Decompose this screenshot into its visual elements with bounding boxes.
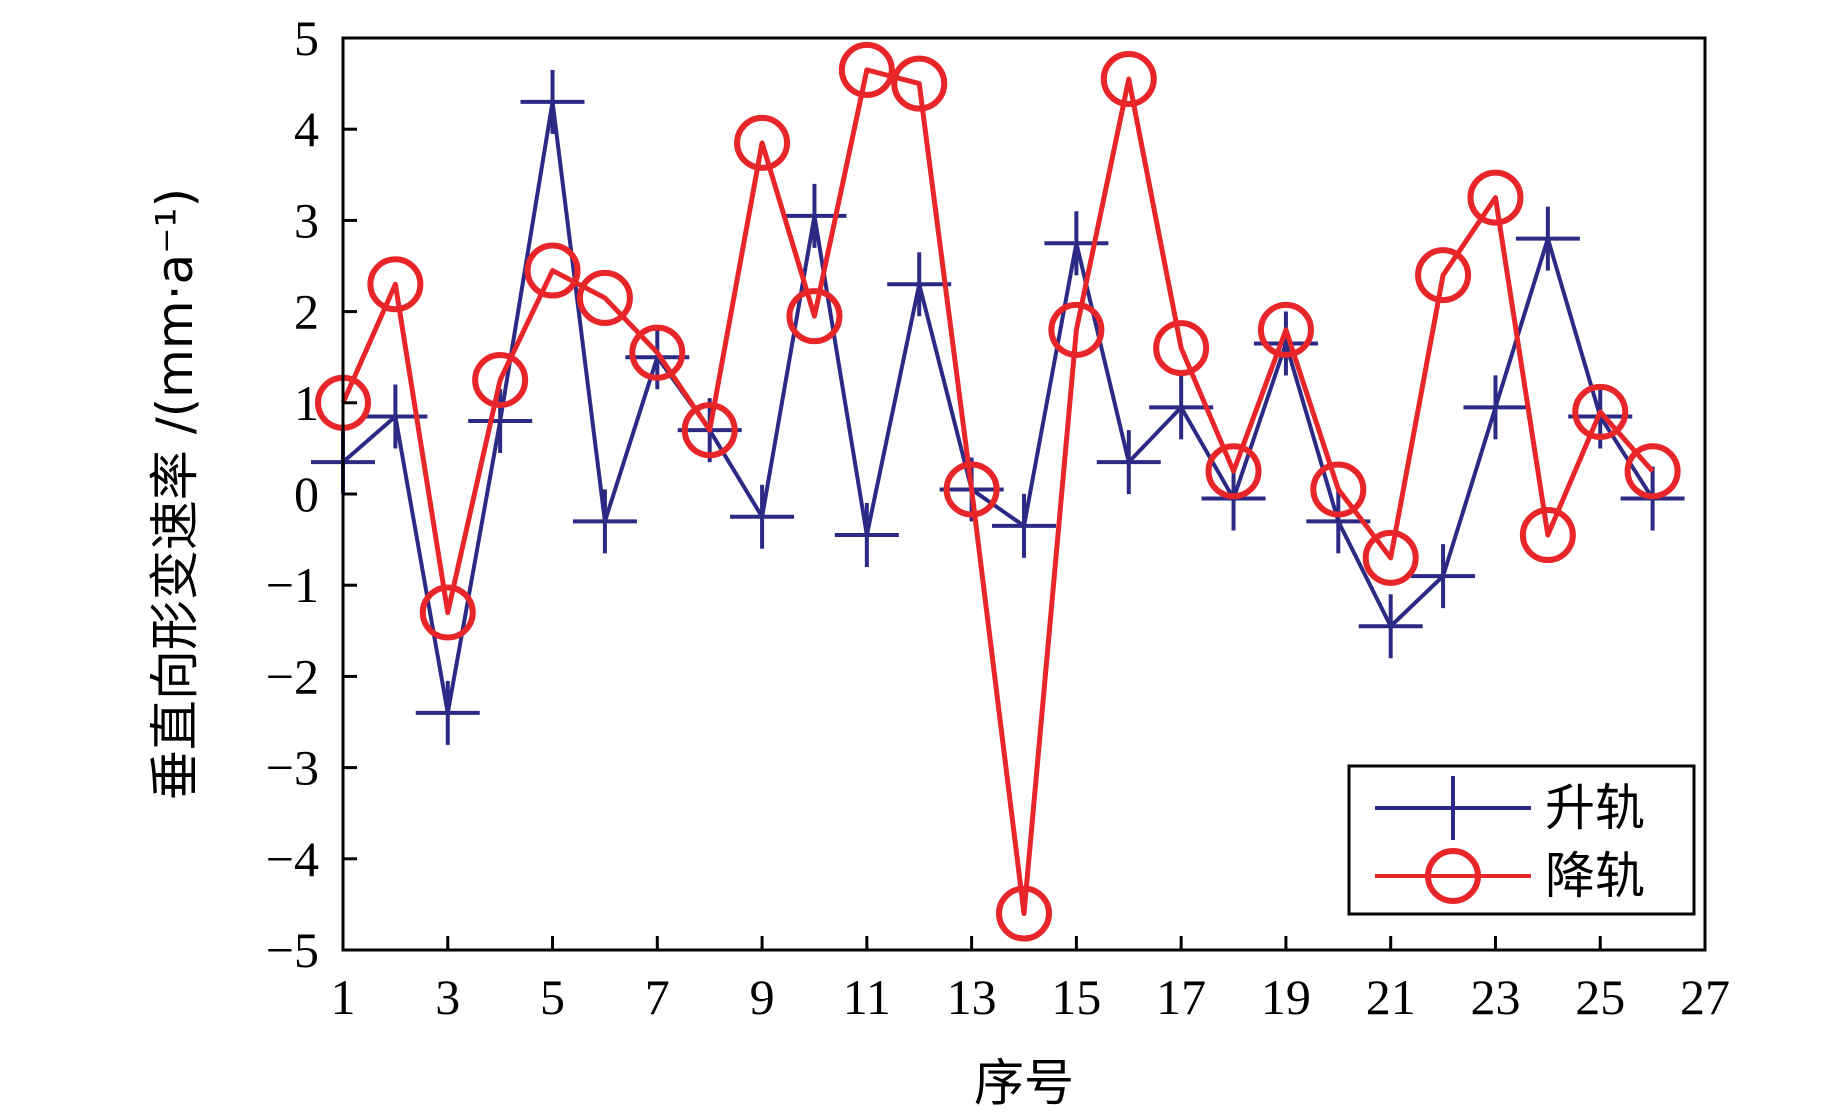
y-tick-label: −5 [266,922,319,978]
y-tick-label: 0 [294,466,319,522]
plus-marker [1044,211,1109,276]
circle-marker [1519,507,1576,564]
circle-marker [786,288,843,345]
series-line [341,99,1655,715]
circle-marker [1205,443,1262,500]
legend-item: 升轨 [1375,776,1645,840]
y-tick-label: −1 [266,557,319,613]
x-tick-label: 13 [947,969,997,1025]
y-tick-label: −3 [266,740,319,796]
circle-marker [1048,301,1105,358]
x-tick-label: 17 [1156,969,1206,1025]
circle-marker [524,242,581,299]
circle-marker [891,55,948,112]
circle-marker [681,402,738,459]
circle-marker [1572,383,1629,440]
plus-marker [572,489,637,554]
x-tick-label: 21 [1366,969,1416,1025]
x-tick-label: 27 [1680,969,1730,1025]
legend-box [1347,764,1696,916]
circle-marker [1624,443,1681,500]
x-tick-label: 5 [540,969,565,1025]
circle-marker [943,461,1000,518]
x-tick-label: 19 [1261,969,1311,1025]
circle-marker [996,885,1052,942]
circle-marker [1153,320,1210,377]
x-tick-label: 1 [331,969,356,1025]
x-tick-label: 15 [1051,969,1101,1025]
plus-marker [1096,430,1161,495]
circle-marker [1100,51,1157,108]
x-tick-label: 9 [750,969,775,1025]
circle-marker [1362,529,1419,586]
y-axis-title: 垂直向形变速率 /(mm·a⁻¹) [146,188,204,800]
legend-item: 降轨 [1375,847,1645,905]
x-tick-label: 25 [1575,969,1625,1025]
legend-label: 升轨 [1545,779,1645,837]
x-tick-label: 23 [1470,969,1520,1025]
y-tick-label: −4 [266,831,319,887]
x-tick-label: 3 [435,969,460,1025]
plus-marker [1515,206,1580,271]
series-1 [311,69,1685,745]
circle-marker [1257,301,1314,358]
circle-marker [1467,169,1524,226]
circle-marker [1310,461,1367,518]
series-layer [311,41,1685,942]
plus-marker [415,680,480,745]
plus-marker [520,69,585,134]
plus-marker [1463,375,1528,440]
plus-marker [1421,776,1485,840]
y-tick-label: 4 [294,101,319,157]
plus-marker [468,389,533,454]
circle-marker [367,256,424,313]
circle-marker [734,114,791,171]
plus-marker [1149,375,1214,440]
y-tick-label: 5 [294,10,319,66]
legend-label: 降轨 [1545,847,1645,905]
circle-marker [576,269,633,326]
y-tick-label: 2 [294,284,319,340]
circle-marker [629,324,686,381]
x-axis-title: 序号 [974,1054,1074,1112]
y-tick-label: −2 [266,648,319,704]
series-line [340,67,1655,917]
circle-marker [1415,247,1472,304]
plus-marker [730,484,795,549]
circle-marker [419,584,476,641]
plus-marker [834,503,899,568]
plus-marker [887,252,952,317]
circle-marker [838,41,895,98]
y-tick-label: 1 [294,375,319,431]
x-tick-label: 7 [645,969,670,1025]
series-2 [315,41,1681,942]
x-tick-label: 11 [843,969,891,1025]
plus-marker [1358,594,1423,659]
circle-marker [472,352,529,408]
plus-marker [1411,544,1476,609]
circle-marker [1425,848,1481,904]
y-tick-label: 3 [294,192,319,248]
plus-marker [992,493,1056,558]
